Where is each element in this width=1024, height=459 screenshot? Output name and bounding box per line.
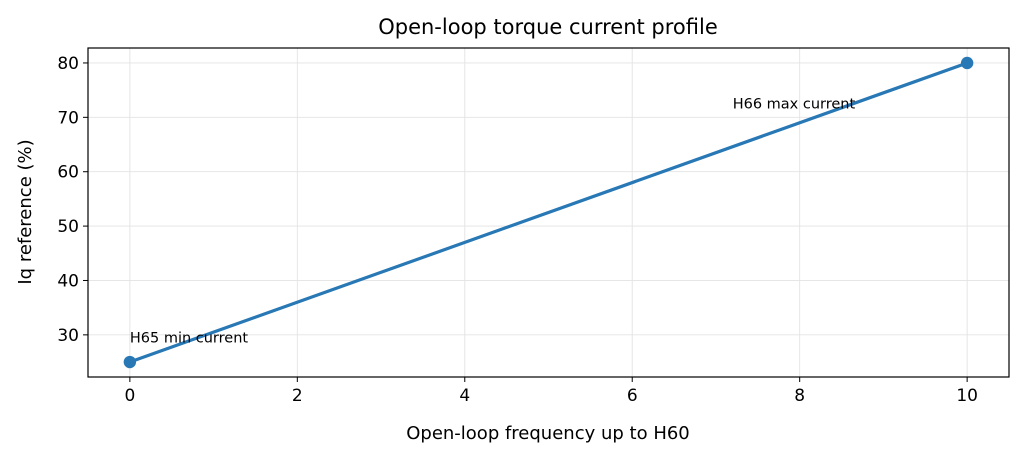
plot-frame bbox=[87, 47, 1010, 378]
x-tick-label: 6 bbox=[627, 386, 638, 406]
annotation-label: H66 max current bbox=[733, 97, 856, 113]
data-point bbox=[960, 56, 974, 70]
axis-ticks: 0 2 4 6 8 10 30 40 50 60 70 80 bbox=[57, 54, 978, 406]
data-point bbox=[123, 355, 137, 369]
annotations: H65 min current H66 max current bbox=[130, 97, 856, 347]
x-tick-label: 10 bbox=[956, 386, 978, 406]
y-tick-label: 50 bbox=[57, 217, 79, 237]
x-tick-label: 4 bbox=[459, 386, 470, 406]
chart-title: Open-loop torque current profile bbox=[378, 15, 718, 39]
x-axis-label: Open-loop frequency up to H60 bbox=[406, 423, 690, 444]
x-tick-label: 8 bbox=[794, 386, 805, 406]
y-tick-label: 60 bbox=[57, 163, 79, 183]
y-axis-label: Iq reference (%) bbox=[15, 139, 36, 284]
x-tick-label: 2 bbox=[292, 386, 303, 406]
series-line bbox=[128, 61, 969, 364]
grid bbox=[88, 48, 1009, 377]
x-tick-label: 0 bbox=[124, 386, 135, 406]
y-tick-label: 30 bbox=[57, 326, 79, 346]
y-tick-label: 40 bbox=[57, 271, 79, 291]
y-tick-label: 70 bbox=[57, 108, 79, 128]
series bbox=[123, 56, 974, 369]
y-tick-label: 80 bbox=[57, 54, 79, 74]
annotation-label: H65 min current bbox=[130, 331, 249, 347]
